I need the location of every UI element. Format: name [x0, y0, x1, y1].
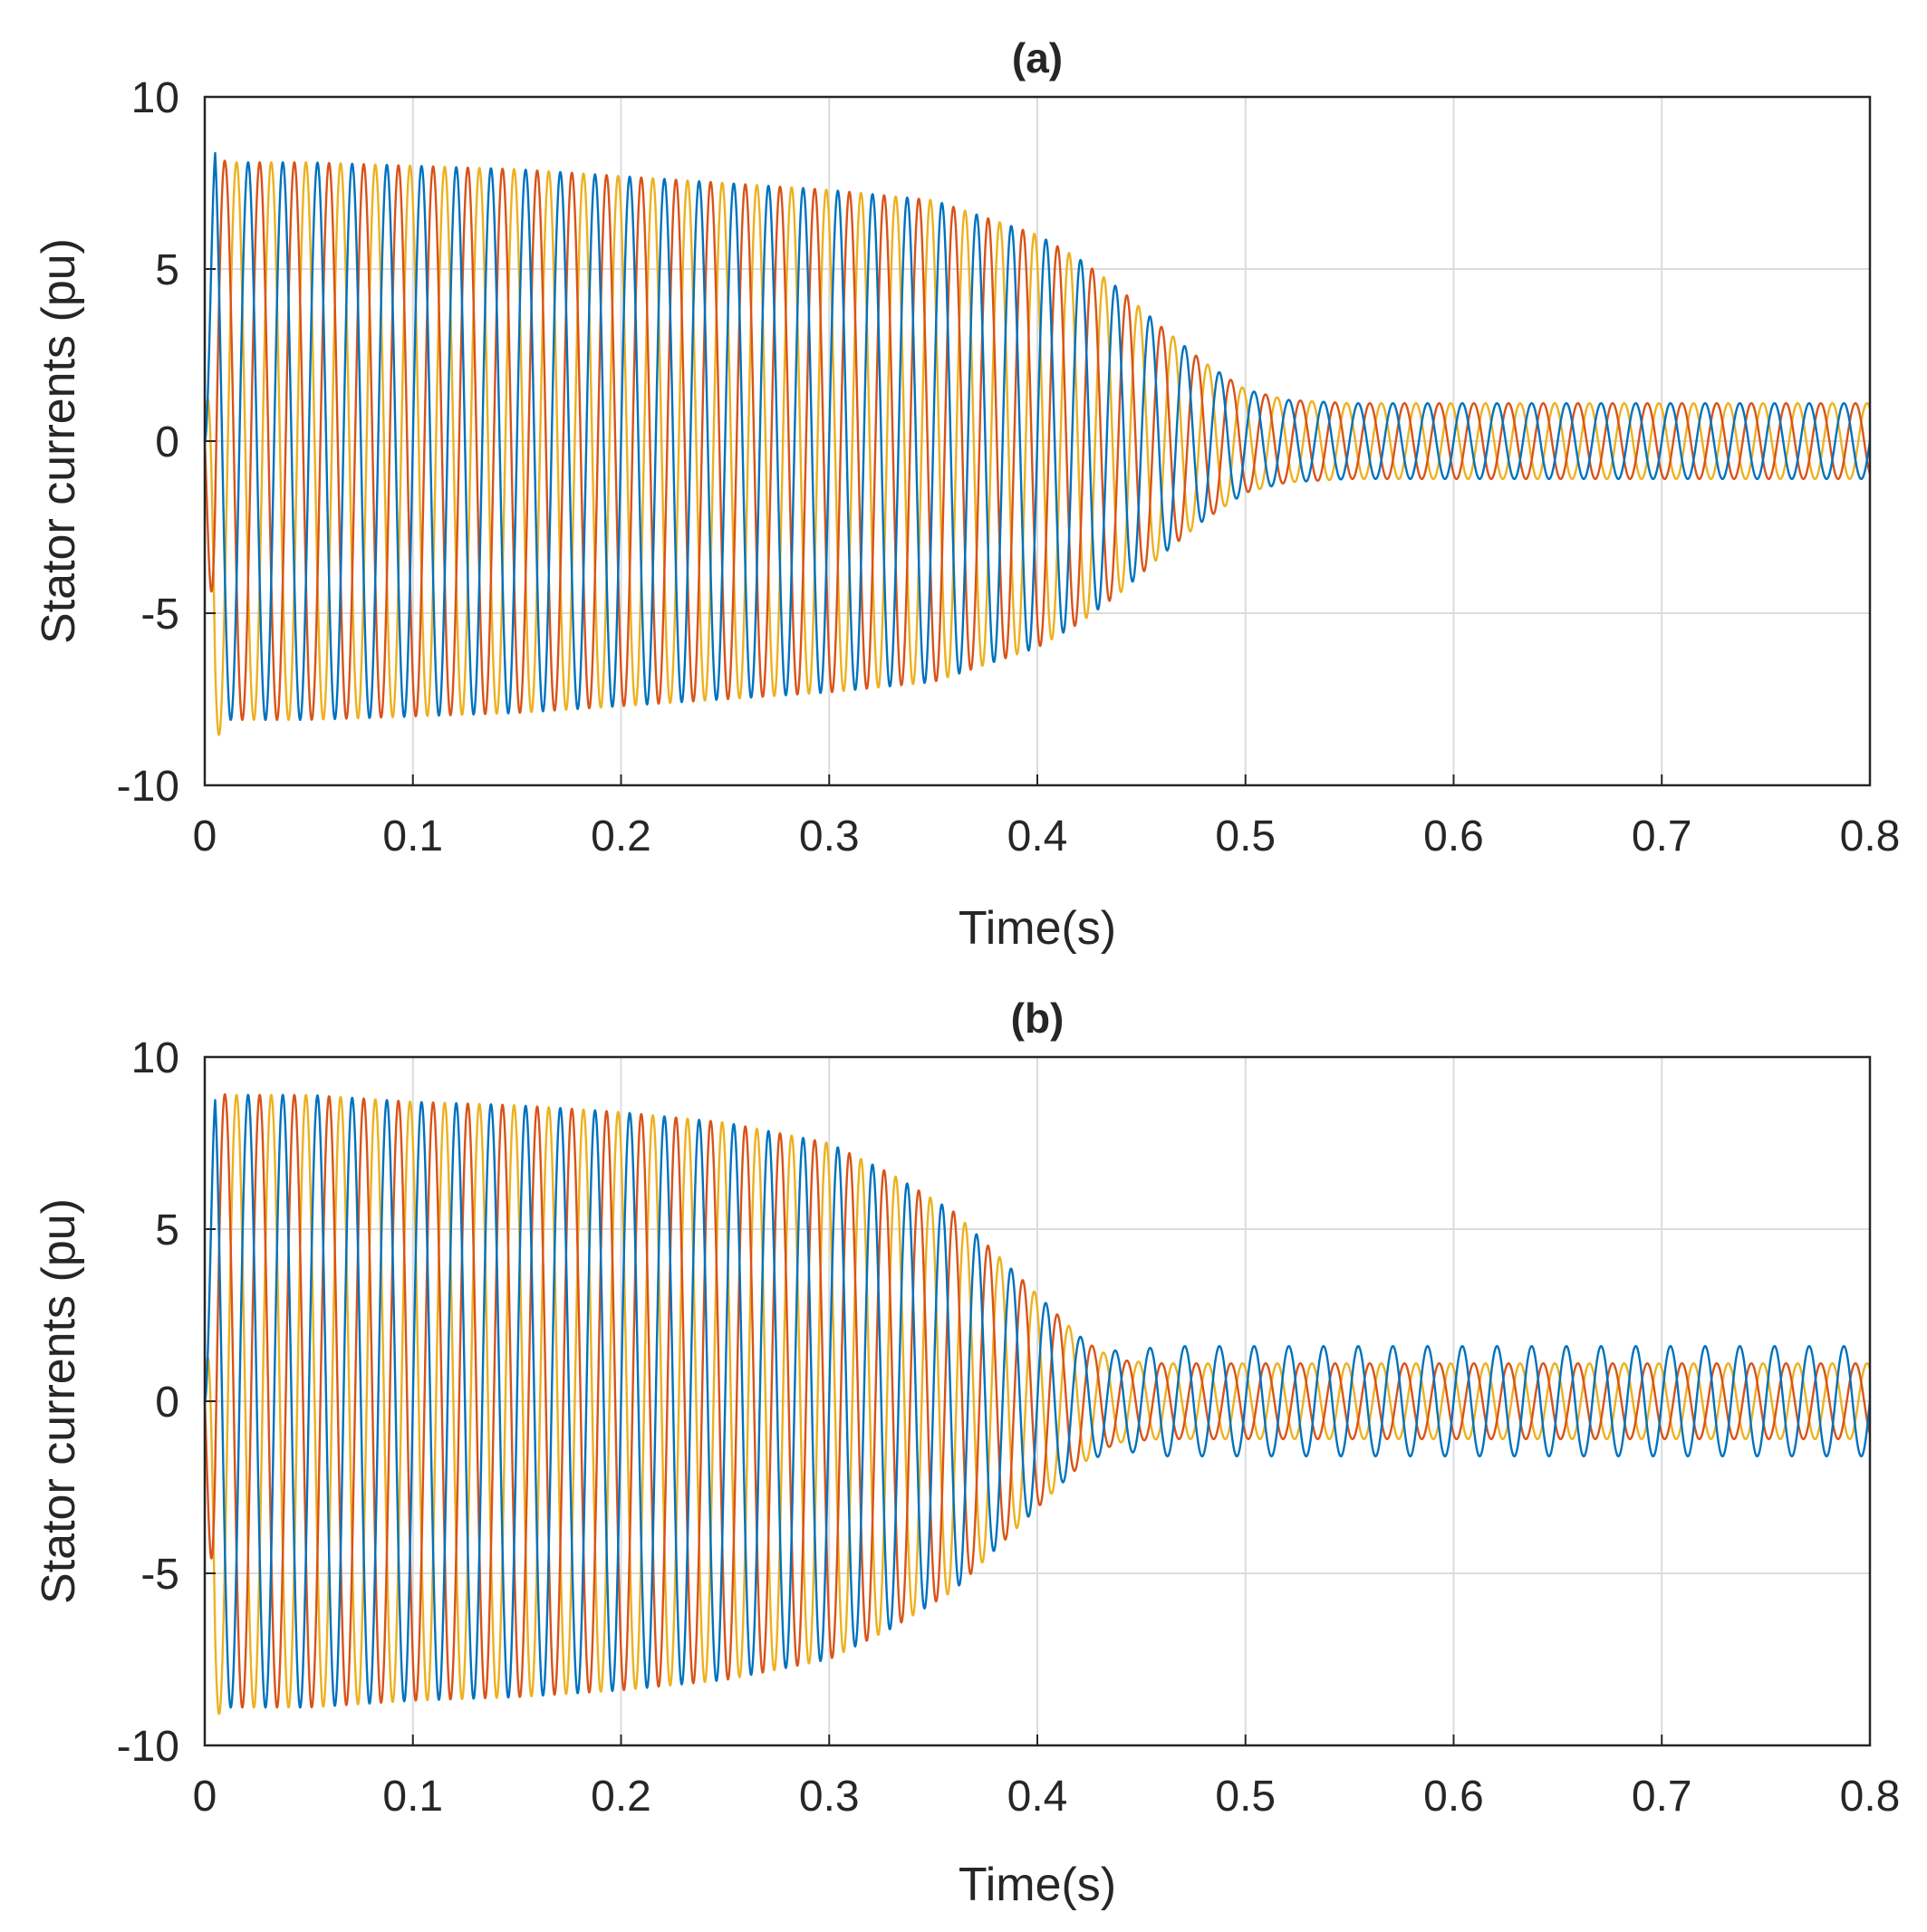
x-tick-label-a: 0.7 [1632, 812, 1692, 860]
x-tick-label-b: 0.3 [799, 1773, 860, 1821]
y-tick-label-a: 10 [131, 74, 179, 122]
x-tick-label-b: 0.6 [1423, 1773, 1484, 1821]
panel-title-a: (a) [1012, 34, 1063, 82]
y-tick-label-a: 5 [155, 246, 179, 294]
x-tick-label-b: 0.8 [1840, 1773, 1901, 1821]
y-tick-label-b: 5 [155, 1206, 179, 1254]
series-line-phase-b-a [203, 159, 1872, 721]
x-tick-label-a: 0.6 [1423, 812, 1484, 860]
x-tick-labels-a: 0 0.1 0.2 0.3 0.4 0.5 0.6 0.7 0.8 [193, 774, 1901, 860]
y-axis-label-a: Stator currents (pu) [33, 238, 85, 644]
y-tick-label-b: 10 [131, 1034, 179, 1082]
x-tick-label-b: 0 [193, 1773, 217, 1821]
series-line-phase-c-b [203, 1093, 1872, 1716]
y-tick-label-b: 0 [155, 1379, 179, 1427]
x-tick-label-a: 0.1 [382, 812, 443, 860]
y-tick-label-a: -10 [117, 763, 179, 811]
series-line-phase-c-a [203, 161, 1872, 736]
x-tick-label-b: 0.7 [1632, 1773, 1692, 1821]
x-axis-label-a: Time(s) [959, 902, 1116, 955]
x-tick-label-a: 0.3 [799, 812, 860, 860]
y-tick-label-b: -5 [140, 1551, 179, 1599]
x-tick-label-a: 0.2 [591, 812, 651, 860]
panel-title-b: (b) [1011, 995, 1065, 1042]
y-tick-label-b: -10 [117, 1723, 179, 1771]
x-tick-label-b: 0.2 [591, 1773, 651, 1821]
x-tick-labels-b: 0 0.1 0.2 0.3 0.4 0.5 0.6 0.7 0.8 [193, 1735, 1901, 1821]
x-tick-label-a: 0.8 [1840, 812, 1901, 860]
x-tick-label-b: 0.4 [1007, 1773, 1068, 1821]
y-tick-labels-b: 10 5 0 -5 -10 [117, 1034, 216, 1771]
x-tick-label-b: 0.5 [1215, 1773, 1276, 1821]
y-tick-label-a: -5 [140, 591, 179, 639]
x-tick-label-b: 0.1 [382, 1773, 443, 1821]
y-axis-label-b: Stator currents (pu) [33, 1198, 85, 1604]
series-line-phase-a-b [203, 1093, 1872, 1709]
series-line-phase-b-b [203, 1092, 1872, 1709]
series-line-phase-a-a [203, 151, 1872, 721]
x-tick-label-a: 0.4 [1007, 812, 1068, 860]
y-tick-label-a: 0 [155, 418, 179, 466]
x-tick-label-a: 0 [193, 812, 217, 860]
series-group-a [203, 151, 1872, 736]
x-tick-label-a: 0.5 [1215, 812, 1276, 860]
y-tick-labels-a: 10 5 0 -5 -10 [117, 74, 216, 811]
series-group-b [203, 1092, 1872, 1716]
x-axis-label-b: Time(s) [959, 1859, 1116, 1911]
